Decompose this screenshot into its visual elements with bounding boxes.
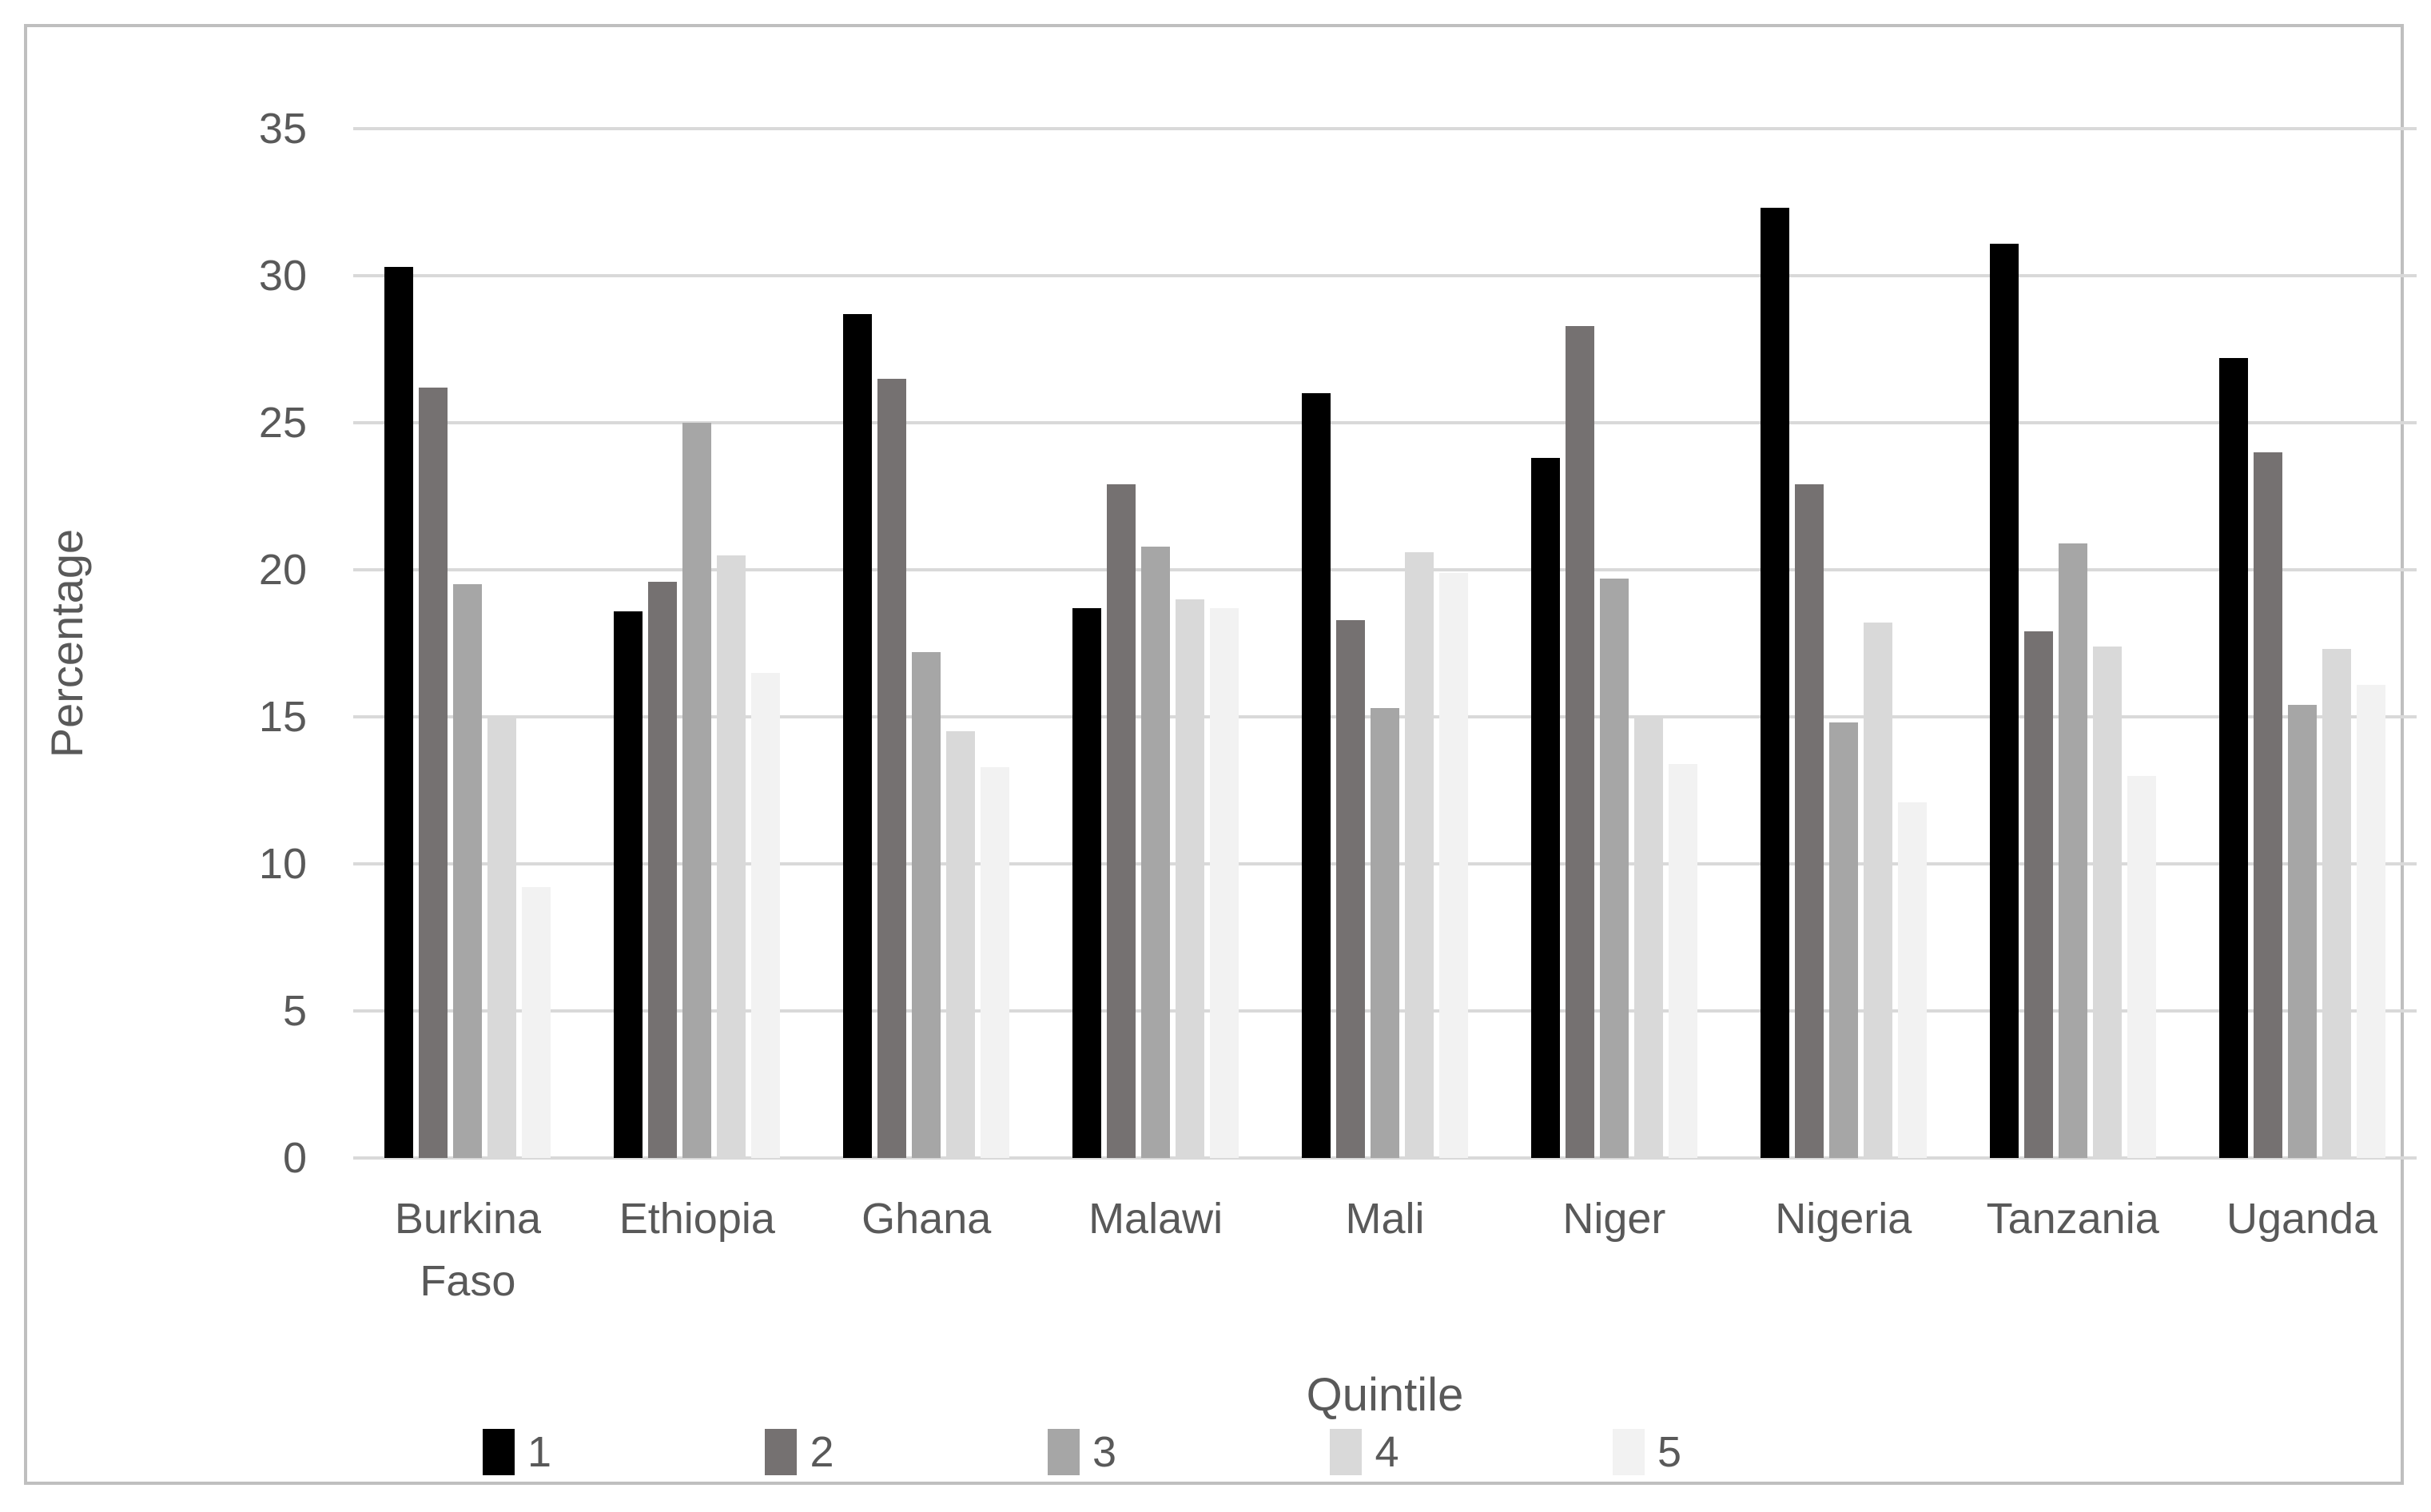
bar-tanzania-q5 [2127, 775, 2156, 1158]
bar-nigeria-q3 [1828, 722, 1858, 1158]
bar-nigeria-q4 [1863, 623, 1892, 1158]
bar-burkina-faso-q1 [384, 266, 414, 1158]
legend-marker-3 [1047, 1429, 1080, 1475]
plot-area [353, 127, 2417, 1160]
bar-uganda-q4 [2322, 649, 2351, 1158]
gridline-y-20 [353, 568, 2417, 571]
bar-burkina-faso-q4 [487, 717, 517, 1158]
y-tick-label-20: 20 [258, 546, 307, 594]
y-tick-label-25: 25 [258, 399, 307, 447]
bar-mali-q1 [1302, 393, 1331, 1158]
bar-ghana-q4 [946, 731, 976, 1158]
bar-ethiopia-q4 [717, 555, 746, 1158]
gridline-y-25 [353, 421, 2417, 424]
bar-malawi-q5 [1210, 607, 1239, 1158]
x-category-label-tanzania: Tanzania [1986, 1195, 2159, 1243]
bar-tanzania-q3 [2058, 543, 2087, 1158]
y-tick-label-35: 35 [258, 105, 307, 153]
legend-label-1: 1 [527, 1428, 552, 1476]
bar-ethiopia-q3 [682, 423, 712, 1158]
y-tick-label-5: 5 [282, 987, 307, 1035]
bar-ethiopia-q2 [648, 581, 678, 1158]
bar-niger-q4 [1633, 717, 1663, 1158]
legend-label-4: 4 [1375, 1428, 1399, 1476]
bar-mali-q3 [1371, 707, 1399, 1158]
x-category-label-ethiopia: Ethiopia [619, 1195, 775, 1243]
bar-malawi-q1 [1072, 607, 1102, 1158]
y-tick-label-30: 30 [258, 252, 307, 300]
bar-ghana-q2 [877, 378, 907, 1158]
bar-tanzania-q2 [2023, 631, 2053, 1158]
bar-nigeria-q2 [1794, 484, 1824, 1158]
x-category-label-burkina-faso: Burkina Faso [394, 1195, 541, 1306]
bar-uganda-q3 [2287, 705, 2317, 1158]
bar-malawi-q4 [1176, 599, 1205, 1158]
bar-uganda-q5 [2356, 684, 2385, 1158]
y-tick-label-0: 0 [282, 1134, 307, 1182]
bar-mali-q2 [1336, 619, 1365, 1158]
bar-malawi-q3 [1141, 546, 1171, 1158]
legend-item-3: 3 [1047, 1427, 1117, 1477]
bar-ethiopia-q1 [614, 611, 643, 1158]
bar-niger-q3 [1599, 579, 1629, 1158]
bar-nigeria-q5 [1897, 802, 1927, 1158]
bar-uganda-q1 [2218, 358, 2248, 1158]
bar-malawi-q2 [1107, 484, 1136, 1158]
x-category-label-uganda: Uganda [2226, 1195, 2378, 1243]
legend-item-5: 5 [1612, 1427, 1681, 1477]
x-axis-title: Quintile [1306, 1369, 1464, 1421]
legend-label-2: 2 [810, 1428, 834, 1476]
legend-marker-4 [1330, 1429, 1363, 1475]
y-tick-label-15: 15 [258, 693, 307, 741]
bar-uganda-q2 [2253, 452, 2282, 1158]
legend-marker-5 [1612, 1429, 1645, 1475]
bar-niger-q2 [1565, 325, 1594, 1158]
y-axis-title: Percentage [42, 528, 92, 758]
bar-ethiopia-q5 [751, 672, 781, 1158]
bar-mali-q4 [1404, 551, 1434, 1158]
bar-ghana-q3 [912, 652, 941, 1158]
x-category-label-mali: Mali [1345, 1195, 1425, 1243]
chart-frame: Percentage Quintile 1 2 3 4 5 0 5 10 15 20 25 30 35… [24, 24, 2417, 1485]
bar-tanzania-q4 [2092, 646, 2122, 1158]
legend-label-3: 3 [1092, 1428, 1117, 1476]
legend: 1 2 3 4 5 [483, 1427, 1681, 1477]
legend-item-2: 2 [765, 1427, 834, 1477]
legend-label-5: 5 [1657, 1428, 1681, 1476]
x-category-label-malawi: Malawi [1088, 1195, 1223, 1243]
gridline-y-30 [353, 274, 2417, 277]
legend-marker-1 [483, 1429, 515, 1475]
legend-marker-2 [765, 1429, 798, 1475]
bar-ghana-q5 [981, 766, 1010, 1158]
bar-mali-q5 [1438, 572, 1468, 1158]
x-category-label-niger: Niger [1562, 1195, 1666, 1243]
gridline-y-0 [353, 1156, 2417, 1160]
bar-niger-q5 [1668, 763, 1697, 1158]
y-tick-label-10: 10 [258, 840, 307, 888]
legend-item-4: 4 [1330, 1427, 1399, 1477]
bar-niger-q1 [1530, 458, 1560, 1158]
x-category-label-nigeria: Nigeria [1775, 1195, 1912, 1243]
bar-tanzania-q1 [1989, 243, 2019, 1158]
bar-burkina-faso-q5 [522, 887, 551, 1158]
gridline-y-35 [353, 127, 2417, 130]
bar-ghana-q1 [843, 313, 873, 1158]
bar-burkina-faso-q2 [419, 387, 448, 1158]
bar-nigeria-q1 [1760, 208, 1789, 1158]
bar-burkina-faso-q3 [453, 584, 483, 1158]
legend-item-1: 1 [483, 1427, 551, 1477]
x-category-label-ghana: Ghana [861, 1195, 992, 1243]
